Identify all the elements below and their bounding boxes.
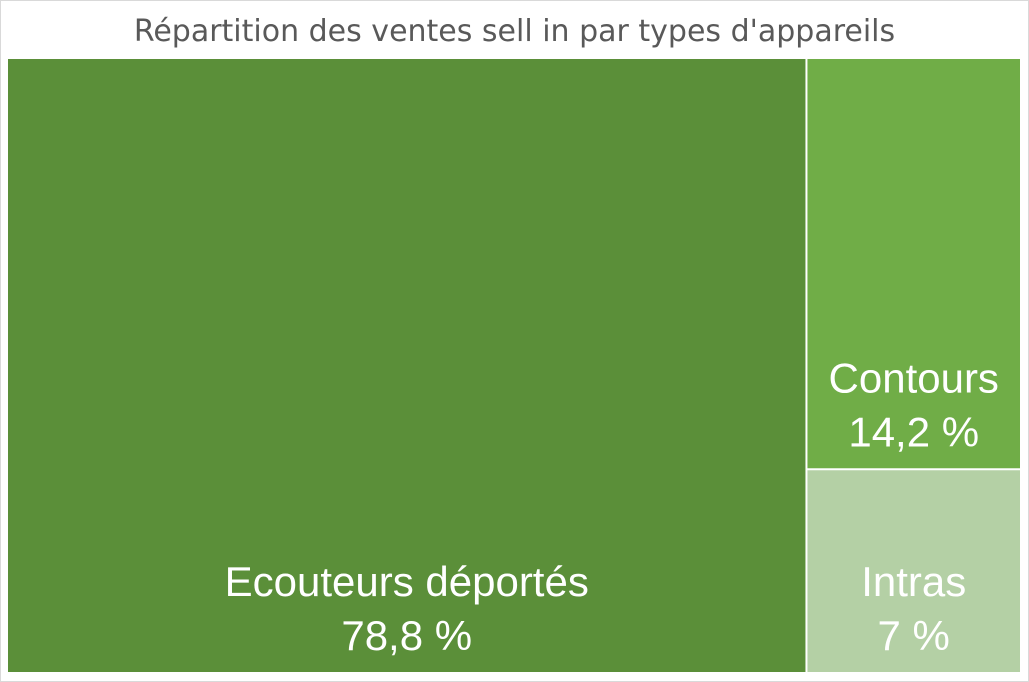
tile-label-intras: Intras [861,558,966,605]
tile-label-ecouteurs-deportes: Ecouteurs déportés [225,558,589,605]
treemap-tile-intras [807,470,1020,672]
chart-title: Répartition des ventes sell in par types… [133,14,896,49]
tile-value-contours: 14,2 % [848,408,979,455]
treemap-tile-contours [807,59,1020,469]
tile-label-contours: Contours [829,354,999,401]
treemap-tile-ecouteurs-deportes [8,59,806,672]
tile-value-ecouteurs-deportes: 78,8 % [341,612,472,659]
tile-value-intras: 7 % [878,612,950,659]
